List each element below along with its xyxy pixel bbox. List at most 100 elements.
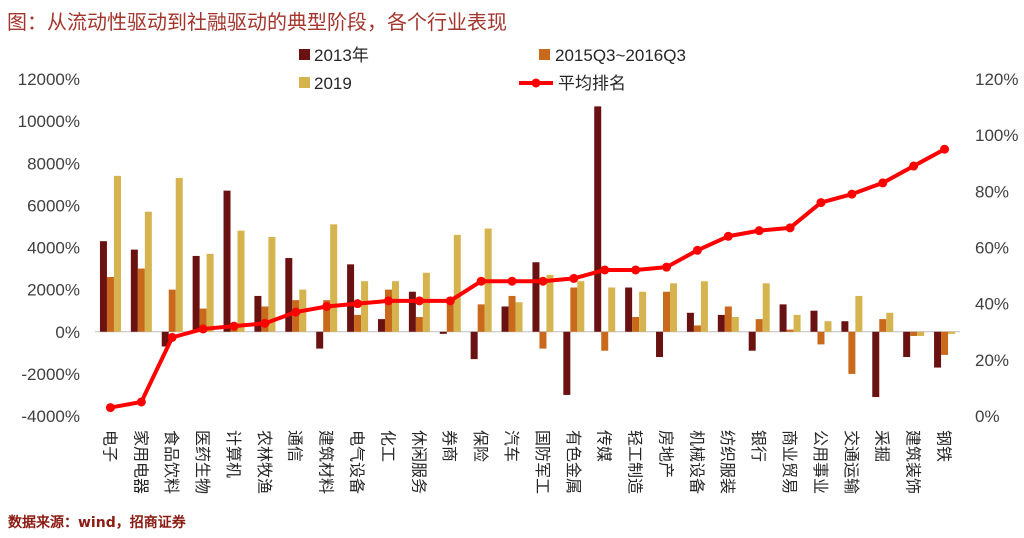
bar-series-1-category-27 bbox=[941, 331, 949, 355]
bar-series-1-category-7 bbox=[323, 300, 331, 332]
bar-series-2-category-15 bbox=[577, 281, 585, 332]
legend-label-2013: 2013年 bbox=[314, 46, 369, 65]
bar-series-0-category-6 bbox=[285, 258, 293, 332]
y-left-tick-label: 0% bbox=[55, 323, 80, 342]
bar-series-0-category-12 bbox=[470, 331, 478, 360]
avg-rank-point-27 bbox=[940, 144, 950, 154]
bar-series-2-category-22 bbox=[793, 314, 801, 332]
avg-rank-point-1 bbox=[136, 397, 146, 407]
bar-series-0-category-8 bbox=[347, 264, 355, 332]
y-right-tick-label: 100% bbox=[975, 126, 1018, 145]
bar-series-2-category-1 bbox=[144, 211, 152, 332]
bar-series-2-category-9 bbox=[391, 281, 399, 332]
legend-label-2019: 2019 bbox=[314, 74, 352, 93]
avg-rank-point-7 bbox=[322, 301, 332, 311]
bar-series-0-category-13 bbox=[501, 306, 509, 332]
bar-series-1-category-24 bbox=[848, 331, 856, 374]
bar-series-1-category-19 bbox=[693, 325, 701, 332]
category-label: 券商 bbox=[440, 430, 459, 462]
legend: 2013年 2015Q3~2016Q3 2019 平均排名 bbox=[299, 46, 686, 93]
bar-series-0-category-4 bbox=[223, 190, 231, 332]
category-label: 公用事业 bbox=[811, 430, 830, 494]
category-label: 化工 bbox=[378, 430, 397, 462]
avg-rank-point-5 bbox=[260, 318, 270, 328]
y-left-tick-label: 10000% bbox=[18, 112, 80, 131]
bar-series-0-category-11 bbox=[439, 331, 447, 334]
avg-rank-point-6 bbox=[291, 307, 301, 317]
avg-rank-line-layer bbox=[105, 144, 950, 413]
x-axis-category-labels: 电子 家用电器 食品饮料 医药生物 计算机 农林牧渔 通信 建筑材料 电气设备 化工 休闲服务 券商保… bbox=[100, 430, 953, 494]
bar-series-0-category-16 bbox=[594, 106, 602, 332]
category-label: 食品饮料 bbox=[162, 430, 181, 494]
avg-rank-point-21 bbox=[754, 226, 764, 236]
category-label: 有色金属 bbox=[564, 430, 583, 494]
bar-series-1-category-25 bbox=[879, 319, 887, 332]
bar-series-2-category-0 bbox=[113, 175, 121, 332]
bar-series-0-category-1 bbox=[130, 249, 138, 332]
bar-series-0-category-25 bbox=[872, 331, 880, 398]
y-right-tick-label: 40% bbox=[975, 295, 1009, 314]
bar-series-1-category-13 bbox=[508, 295, 516, 332]
category-label: 通信 bbox=[286, 430, 305, 462]
bar-series-2-category-8 bbox=[361, 281, 369, 332]
avg-rank-point-24 bbox=[847, 189, 857, 199]
bar-series-1-category-11 bbox=[446, 298, 454, 332]
avg-rank-point-15 bbox=[569, 273, 579, 283]
category-label: 医药生物 bbox=[193, 430, 212, 494]
bar-series-2-category-21 bbox=[762, 283, 770, 332]
avg-rank-point-20 bbox=[723, 231, 733, 241]
y-axis-left: 12000% 10000% 8000% 6000% 4000% 2000% 0% -2000%… bbox=[18, 70, 80, 426]
bar-series-1-category-10 bbox=[415, 317, 423, 332]
avg-rank-point-2 bbox=[167, 332, 177, 342]
avg-rank-point-25 bbox=[878, 178, 888, 188]
y-right-tick-label: 80% bbox=[975, 182, 1009, 201]
bar-series-2-category-11 bbox=[453, 234, 461, 332]
legend-item-2015q3-2016q3: 2015Q3~2016Q3 bbox=[539, 46, 686, 65]
category-label: 电子 bbox=[100, 430, 119, 462]
bar-series-1-category-15 bbox=[570, 287, 578, 332]
legend-item-avg-rank: 平均排名 bbox=[519, 74, 626, 93]
y-right-tick-label: 60% bbox=[975, 238, 1009, 257]
y-axis-right: 120% 100% 80% 60% 40% 20% 0% bbox=[975, 70, 1018, 426]
avg-rank-point-3 bbox=[198, 324, 208, 334]
bar-series-2-category-24 bbox=[855, 295, 863, 332]
category-label: 钢铁 bbox=[934, 430, 953, 462]
avg-rank-point-12 bbox=[476, 276, 486, 286]
avg-rank-point-19 bbox=[692, 245, 702, 255]
bar-series-2-category-20 bbox=[731, 317, 739, 332]
bar-series-2-category-7 bbox=[330, 224, 338, 332]
avg-rank-point-16 bbox=[600, 265, 610, 275]
bar-series-0-category-3 bbox=[192, 255, 200, 332]
bar-series-1-category-3 bbox=[199, 308, 207, 332]
legend-item-2019: 2019 bbox=[299, 74, 352, 93]
bar-series-1-category-17 bbox=[632, 317, 640, 332]
bar-series-2-category-19 bbox=[700, 281, 708, 332]
avg-rank-point-0 bbox=[105, 403, 115, 413]
bar-series-0-category-20 bbox=[717, 314, 725, 332]
bar-series-0-category-0 bbox=[99, 241, 107, 332]
bar-series-1-category-8 bbox=[354, 314, 362, 332]
bar-series-0-category-2 bbox=[161, 331, 169, 347]
bar-series-2-category-16 bbox=[608, 287, 616, 332]
bar-series-1-category-20 bbox=[724, 306, 732, 332]
bar-series-2-category-4 bbox=[237, 230, 245, 332]
bar-series-1-category-12 bbox=[477, 304, 485, 332]
avg-rank-point-17 bbox=[631, 265, 641, 275]
y-right-tick-label: 0% bbox=[975, 407, 1000, 426]
bar-series-0-category-23 bbox=[810, 310, 818, 332]
y-left-tick-label: 4000% bbox=[27, 238, 80, 257]
bar-series-0-category-14 bbox=[532, 262, 540, 332]
avg-rank-point-22 bbox=[785, 223, 795, 233]
bar-series-0-category-10 bbox=[408, 291, 416, 332]
category-label: 家用电器 bbox=[131, 430, 150, 494]
source-note: 数据来源：wind，招商证券 bbox=[8, 515, 186, 531]
y-left-tick-label: 6000% bbox=[27, 196, 80, 215]
avg-rank-point-8 bbox=[353, 299, 363, 309]
y-right-tick-label: 120% bbox=[975, 70, 1018, 89]
bar-series-0-category-24 bbox=[841, 321, 849, 332]
category-label: 建筑装饰 bbox=[904, 430, 923, 494]
avg-rank-point-23 bbox=[816, 198, 826, 208]
y-left-tick-label: -2000% bbox=[21, 365, 80, 384]
bar-series-0-category-26 bbox=[903, 331, 911, 358]
category-label: 休闲服务 bbox=[409, 430, 428, 494]
